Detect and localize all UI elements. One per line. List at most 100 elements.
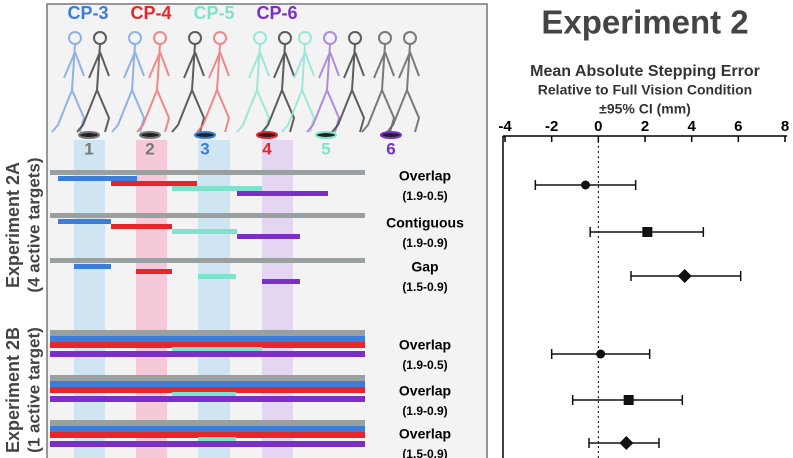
target	[256, 131, 278, 139]
walker	[76, 31, 111, 133]
target	[380, 131, 402, 139]
cp-label: CP-6	[256, 3, 297, 23]
cp-label: CP-3	[67, 3, 108, 23]
target	[315, 131, 337, 139]
axis-title: Mean Absolute Stepping Error	[530, 63, 760, 80]
walker-body	[386, 43, 421, 133]
x-tick-label: 0	[594, 118, 602, 135]
walker-body	[306, 43, 341, 133]
target	[139, 131, 161, 139]
timeline	[50, 375, 365, 381]
timing-bar	[58, 219, 111, 224]
walker-body	[51, 43, 86, 133]
timing-bar	[50, 426, 365, 432]
timing-bar	[172, 347, 262, 351]
walker-body	[196, 43, 231, 133]
x-tick-label: 8	[781, 118, 789, 135]
condition-label: Overlap	[399, 337, 451, 353]
timing-bar	[50, 396, 365, 402]
timing-bar	[111, 181, 197, 186]
condition-label: Overlap	[399, 426, 451, 442]
timeline	[50, 258, 365, 263]
walker-body	[111, 43, 146, 133]
walker	[261, 31, 296, 133]
condition-range: (1.5-0.9)	[402, 280, 447, 294]
target-label: 6	[386, 139, 395, 158]
target-label: 4	[262, 139, 272, 158]
point	[596, 349, 606, 359]
point	[581, 180, 590, 190]
timing-bar	[262, 279, 300, 284]
timing-bar	[74, 264, 111, 269]
axis-title: Relative to Full Vision Condition	[538, 82, 752, 98]
target-label: 3	[200, 139, 209, 158]
timing-bar	[172, 186, 262, 191]
condition-label: Overlap	[399, 383, 451, 399]
target-label: 5	[321, 139, 330, 158]
timing-bar	[237, 191, 328, 196]
condition-label: Contiguous	[386, 215, 464, 231]
condition-label: Gap	[411, 259, 438, 275]
experiment-subtitle: (1 active target)	[24, 327, 43, 453]
x-tick-label: 2	[641, 118, 649, 135]
timing-bar	[58, 176, 137, 181]
walker-body	[236, 43, 271, 133]
condition-range: (1.5-0.9)	[402, 447, 447, 458]
x-tick-label: 4	[687, 118, 696, 135]
walker	[281, 31, 316, 133]
target-columns	[74, 140, 293, 458]
cp-label: CP-5	[193, 3, 234, 23]
walker	[236, 31, 271, 133]
walker	[331, 31, 366, 133]
column	[262, 140, 293, 458]
cp-label: CP-4	[130, 3, 171, 23]
timeline	[50, 213, 365, 218]
timing-bar	[50, 432, 365, 438]
x-tick-label: -2	[545, 118, 558, 135]
timeline	[50, 330, 365, 336]
column	[74, 140, 105, 458]
column	[198, 140, 230, 458]
walker	[111, 31, 146, 133]
experiment-title: Experiment 2B	[3, 327, 23, 453]
walker	[171, 31, 206, 133]
axis-title: ±95% CI (mm)	[599, 101, 691, 117]
target-label: 2	[145, 139, 154, 158]
timing-bar	[198, 274, 236, 279]
timeline	[50, 420, 365, 426]
walker-body	[76, 43, 111, 133]
timing-bar	[50, 351, 365, 357]
condition-range: (1.9-0.5)	[402, 189, 447, 203]
timing-bar	[50, 342, 365, 348]
target-label: 1	[84, 139, 93, 158]
timing-bar	[50, 336, 365, 342]
chart-title: Experiment 2	[541, 4, 748, 41]
point	[677, 269, 692, 283]
walker	[51, 31, 86, 133]
point	[642, 227, 653, 237]
walker	[306, 31, 341, 133]
walker	[386, 31, 421, 133]
timing-bar	[50, 381, 365, 387]
walker-body	[331, 43, 366, 133]
timing-bar	[50, 441, 365, 447]
timing-bar	[172, 392, 236, 396]
walker	[136, 31, 171, 133]
point	[623, 395, 634, 405]
x-tick-label: 6	[734, 118, 742, 135]
timing-bar	[237, 234, 300, 239]
walker-body	[361, 43, 396, 133]
condition-range: (1.9-0.9)	[402, 236, 447, 250]
walker-body	[261, 43, 296, 133]
experiment-subtitle: (4 active targets)	[24, 157, 43, 292]
timing-bar	[198, 437, 236, 441]
timeline	[50, 170, 365, 175]
timing-bar	[50, 387, 365, 393]
target	[78, 131, 100, 139]
condition-label: Overlap	[399, 168, 451, 184]
timing-bar	[172, 229, 237, 234]
walker	[196, 31, 231, 133]
x-tick-label: -4	[498, 118, 512, 135]
column	[136, 140, 167, 458]
